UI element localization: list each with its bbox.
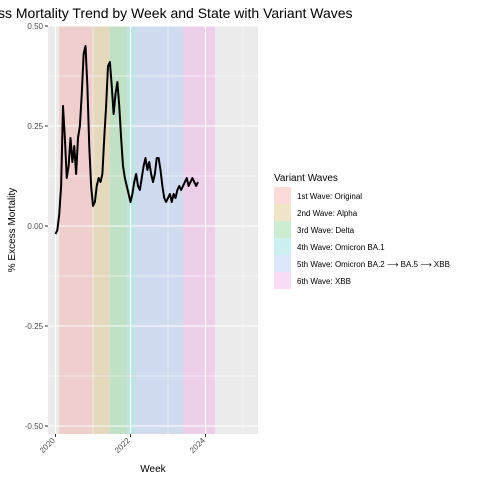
- legend-key-3: [274, 221, 291, 238]
- legend-label-2: 2nd Wave: Alpha: [297, 209, 358, 218]
- y-tick-label: -0.25: [25, 322, 44, 331]
- y-axis-ticks: -0.50 -0.25 0.00 0.25 0.50: [25, 22, 48, 431]
- x-tick-label: 2024: [188, 436, 207, 455]
- y-tick-label: 0.00: [27, 222, 43, 231]
- legend-key-6: [274, 272, 291, 289]
- y-axis-title: % Excess Mortality: [7, 188, 18, 272]
- x-axis-ticks: 2020 2022 2024: [38, 434, 207, 455]
- legend-key-2: [274, 204, 291, 221]
- legend-title: Variant Waves: [274, 173, 338, 184]
- x-tick-label: 2020: [38, 436, 57, 455]
- wave-band-4: [127, 26, 136, 434]
- y-tick-label: -0.50: [25, 422, 44, 431]
- legend-key-4: [274, 238, 291, 255]
- legend-label-5: 5th Wave: Omicron BA.2 ⟶ BA.5 ⟶ XBB: [297, 260, 450, 269]
- legend-key-1: [274, 187, 291, 204]
- wave-band-5: [136, 26, 183, 434]
- legend-label-6: 6th Wave: XBB: [297, 277, 351, 286]
- x-tick-label: 2022: [113, 436, 132, 455]
- legend-label-3: 3rd Wave: Delta: [297, 226, 355, 235]
- y-tick-label: 0.50: [27, 22, 43, 31]
- legend: Variant Waves 1st Wave: Original 2nd Wave…: [274, 173, 450, 289]
- y-tick-label: 0.25: [27, 122, 43, 131]
- legend-key-5: [274, 255, 291, 272]
- x-axis-title: Week: [140, 464, 166, 475]
- legend-label-4: 4th Wave: Omicron BA.1: [297, 243, 385, 252]
- wave-band-6: [183, 26, 215, 434]
- chart-title: ss Mortality Trend by Week and State wit…: [0, 5, 353, 21]
- legend-label-1: 1st Wave: Original: [297, 192, 362, 201]
